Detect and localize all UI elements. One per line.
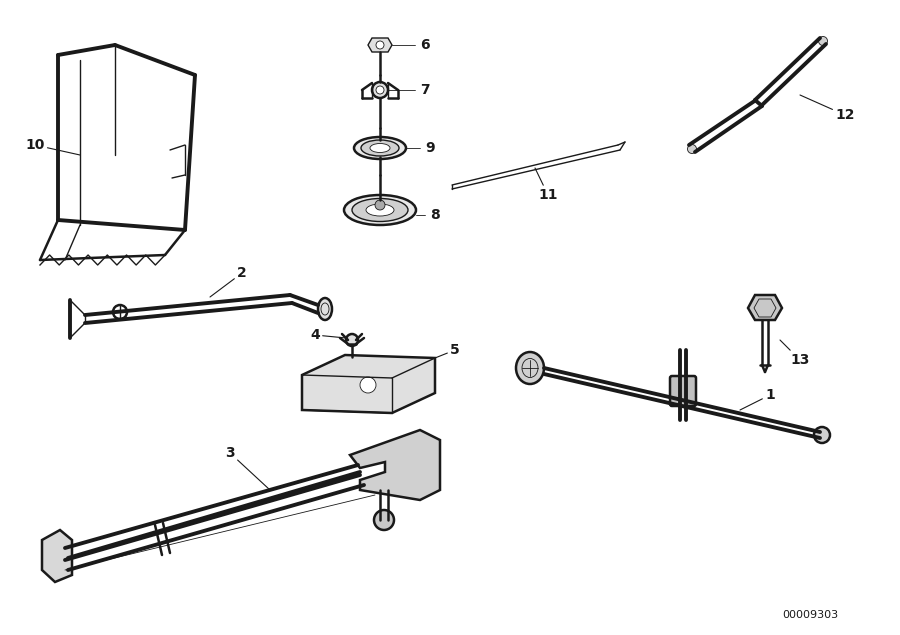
Text: 13: 13 — [780, 340, 810, 367]
Ellipse shape — [818, 36, 827, 46]
Polygon shape — [302, 355, 435, 413]
Ellipse shape — [366, 204, 394, 216]
Circle shape — [360, 377, 376, 393]
Polygon shape — [42, 530, 72, 582]
Ellipse shape — [516, 352, 544, 384]
Text: 11: 11 — [535, 168, 558, 202]
Ellipse shape — [352, 199, 408, 222]
Circle shape — [814, 427, 830, 443]
Text: 8: 8 — [430, 208, 440, 222]
Text: 6: 6 — [420, 38, 430, 52]
Ellipse shape — [370, 144, 390, 152]
Circle shape — [376, 86, 384, 94]
Circle shape — [374, 510, 394, 530]
Text: 7: 7 — [420, 83, 430, 97]
Circle shape — [346, 334, 358, 346]
Text: 5: 5 — [435, 343, 460, 358]
Ellipse shape — [688, 145, 697, 154]
Text: 4: 4 — [310, 328, 346, 342]
Text: 1: 1 — [740, 388, 775, 410]
Circle shape — [113, 305, 127, 319]
FancyBboxPatch shape — [670, 376, 696, 406]
Ellipse shape — [344, 195, 416, 225]
Text: 2: 2 — [210, 266, 247, 297]
Text: 3: 3 — [225, 446, 270, 490]
Ellipse shape — [318, 298, 332, 320]
Text: 00009303: 00009303 — [782, 610, 838, 620]
Text: 12: 12 — [800, 95, 855, 122]
Ellipse shape — [361, 140, 399, 156]
Polygon shape — [748, 295, 782, 320]
Circle shape — [372, 82, 388, 98]
Text: 9: 9 — [425, 141, 435, 155]
Ellipse shape — [354, 137, 406, 159]
Text: 10: 10 — [25, 138, 80, 155]
Circle shape — [376, 41, 384, 49]
Polygon shape — [368, 38, 392, 52]
Circle shape — [375, 200, 385, 210]
Polygon shape — [350, 430, 440, 500]
